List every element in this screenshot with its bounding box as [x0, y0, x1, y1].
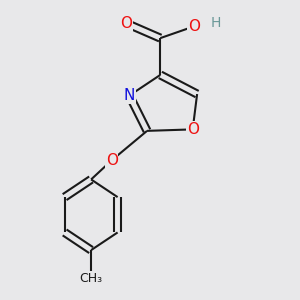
Text: O: O [187, 122, 199, 137]
Text: CH₃: CH₃ [80, 272, 103, 285]
Text: O: O [106, 153, 118, 168]
Text: O: O [188, 19, 200, 34]
Text: O: O [120, 16, 132, 31]
Text: H: H [211, 16, 221, 30]
Text: N: N [124, 88, 135, 103]
